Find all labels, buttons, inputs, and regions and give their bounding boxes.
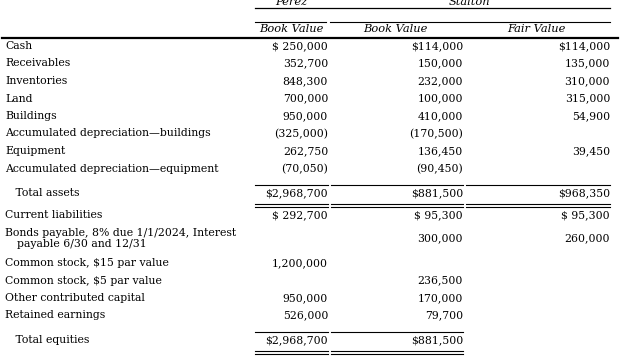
Text: Accumulated depreciation—equipment: Accumulated depreciation—equipment xyxy=(5,164,218,174)
Text: $ 95,300: $ 95,300 xyxy=(562,211,610,221)
Text: Total assets: Total assets xyxy=(5,188,80,198)
Text: Perez: Perez xyxy=(276,0,307,7)
Text: Cash: Cash xyxy=(5,41,32,51)
Text: 135,000: 135,000 xyxy=(565,58,610,68)
Text: Book Value: Book Value xyxy=(363,24,428,34)
Text: Retained earnings: Retained earnings xyxy=(5,310,105,320)
Text: $968,350: $968,350 xyxy=(558,188,610,198)
Text: 700,000: 700,000 xyxy=(283,93,328,103)
Text: Common stock, $15 par value: Common stock, $15 par value xyxy=(5,258,169,268)
Text: 310,000: 310,000 xyxy=(565,76,610,86)
Text: 526,000: 526,000 xyxy=(283,310,328,320)
Text: $881,500: $881,500 xyxy=(411,188,463,198)
Text: 950,000: 950,000 xyxy=(283,293,328,303)
Text: 352,700: 352,700 xyxy=(283,58,328,68)
Text: Land: Land xyxy=(5,93,33,103)
Text: Other contributed capital: Other contributed capital xyxy=(5,293,145,303)
Text: Inventories: Inventories xyxy=(5,76,68,86)
Text: Equipment: Equipment xyxy=(5,146,65,156)
Text: 236,500: 236,500 xyxy=(418,276,463,285)
Text: 950,000: 950,000 xyxy=(283,111,328,121)
Text: 1,200,000: 1,200,000 xyxy=(272,258,328,268)
Text: (90,450): (90,450) xyxy=(416,164,463,174)
Text: $114,000: $114,000 xyxy=(411,41,463,51)
Text: (70,050): (70,050) xyxy=(281,164,328,174)
Text: $ 95,300: $ 95,300 xyxy=(415,211,463,221)
Text: Stalton: Stalton xyxy=(448,0,490,7)
Text: 54,900: 54,900 xyxy=(572,111,610,121)
Text: 260,000: 260,000 xyxy=(565,233,610,243)
Text: Fair Value: Fair Value xyxy=(507,24,565,34)
Text: 170,000: 170,000 xyxy=(418,293,463,303)
Text: Current liabilities: Current liabilities xyxy=(5,211,102,221)
Text: Common stock, $5 par value: Common stock, $5 par value xyxy=(5,276,162,285)
Text: $ 250,000: $ 250,000 xyxy=(272,41,328,51)
Text: Bonds payable, 8% due 1/1/2024, Interest: Bonds payable, 8% due 1/1/2024, Interest xyxy=(5,228,236,238)
Text: 79,700: 79,700 xyxy=(425,310,463,320)
Text: 150,000: 150,000 xyxy=(418,58,463,68)
Text: 262,750: 262,750 xyxy=(283,146,328,156)
Text: payable 6/30 and 12/31: payable 6/30 and 12/31 xyxy=(17,239,147,249)
Text: $114,000: $114,000 xyxy=(558,41,610,51)
Text: 100,000: 100,000 xyxy=(418,93,463,103)
Text: (170,500): (170,500) xyxy=(409,129,463,139)
Text: 136,450: 136,450 xyxy=(418,146,463,156)
Text: 848,300: 848,300 xyxy=(283,76,328,86)
Text: 39,450: 39,450 xyxy=(572,146,610,156)
Text: Accumulated depreciation—buildings: Accumulated depreciation—buildings xyxy=(5,129,211,139)
Text: Total equities: Total equities xyxy=(5,335,90,345)
Text: 315,000: 315,000 xyxy=(565,93,610,103)
Text: Receivables: Receivables xyxy=(5,58,70,68)
Text: 300,000: 300,000 xyxy=(418,233,463,243)
Text: $2,968,700: $2,968,700 xyxy=(266,188,328,198)
Text: $ 292,700: $ 292,700 xyxy=(273,211,328,221)
Text: $881,500: $881,500 xyxy=(411,335,463,345)
Text: (325,000): (325,000) xyxy=(274,129,328,139)
Text: 232,000: 232,000 xyxy=(418,76,463,86)
Text: Book Value: Book Value xyxy=(259,24,324,34)
Text: $2,968,700: $2,968,700 xyxy=(266,335,328,345)
Text: Buildings: Buildings xyxy=(5,111,57,121)
Text: 410,000: 410,000 xyxy=(418,111,463,121)
